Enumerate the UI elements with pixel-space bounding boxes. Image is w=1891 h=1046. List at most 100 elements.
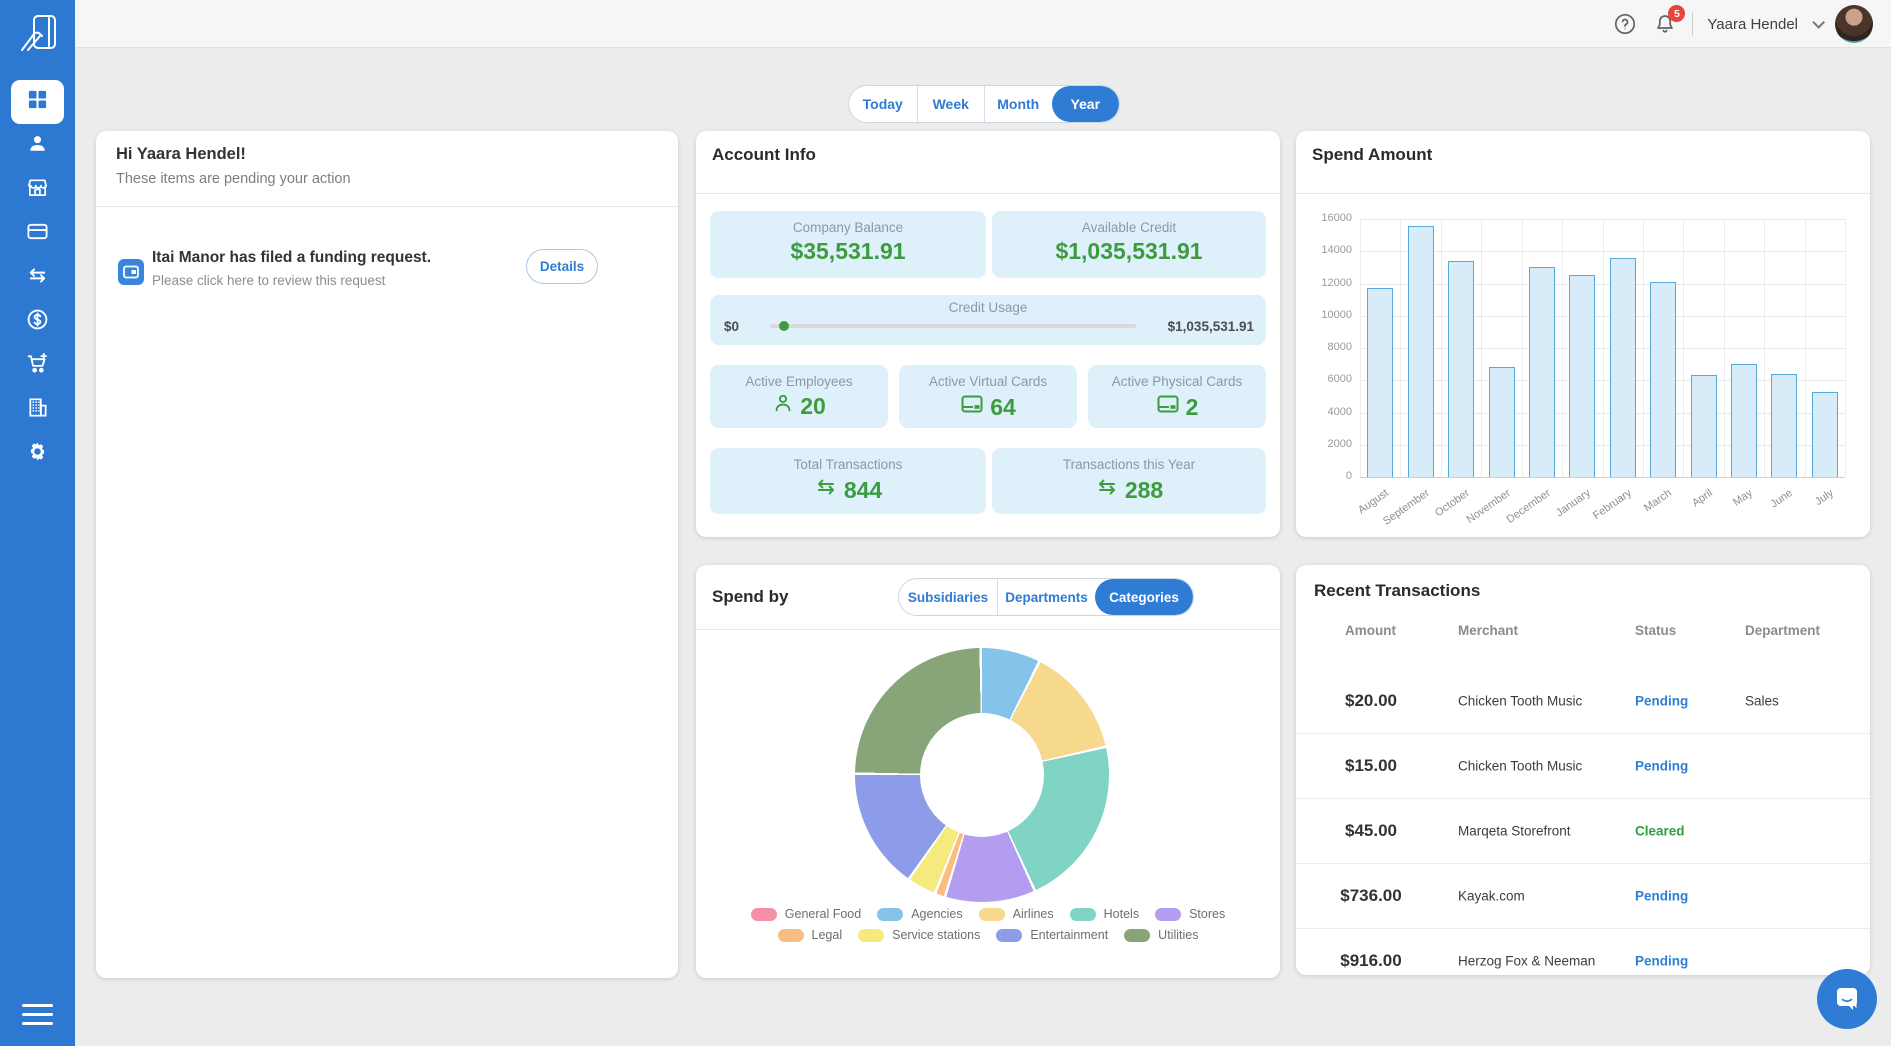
table-row[interactable]: $20.00 Chicken Tooth Music Pending Sales xyxy=(1296,669,1870,734)
pending-item-title: Itai Manor has filed a funding request. xyxy=(152,249,432,266)
sidebar-item-dollar[interactable] xyxy=(0,300,75,344)
y-tick: 2000 xyxy=(1327,437,1352,450)
table-row[interactable]: $916.00 Herzog Fox & Neeman Pending xyxy=(1296,929,1870,975)
bell-icon[interactable]: 5 xyxy=(1652,5,1686,37)
chat-button[interactable] xyxy=(1817,969,1877,1029)
transfer-arrows-icon xyxy=(814,475,838,505)
cell-merchant: Marqeta Storefront xyxy=(1458,823,1571,839)
x-tick: July xyxy=(1812,487,1836,509)
sidebar-item-building[interactable] xyxy=(0,388,75,432)
legend-utilities[interactable]: Utilities xyxy=(1124,928,1198,942)
bar-chart: 16000 14000 12000 10000 8000 6000 4000 2000 0 Aug… xyxy=(1321,212,1846,528)
y-tick: 4000 xyxy=(1327,405,1352,418)
sidebar-item-store[interactable] xyxy=(0,168,75,212)
pending-item-subtitle[interactable]: Please click here to review this request xyxy=(152,273,386,288)
sidebar-item-credit-card[interactable] xyxy=(0,212,75,256)
help-icon[interactable] xyxy=(1612,11,1638,37)
stat-company-balance: Company Balance $35,531.91 xyxy=(710,211,986,278)
account-info-title: Account Info xyxy=(712,145,816,164)
spend-by-tabs: Subsidiaries Departments Categories xyxy=(898,578,1194,616)
person-icon xyxy=(26,132,49,160)
tab-month[interactable]: Month xyxy=(984,86,1052,122)
cell-amount: $20.00 xyxy=(1345,691,1397,710)
credit-usage-max: $1,035,531.91 xyxy=(1167,319,1254,334)
bar-august xyxy=(1367,288,1394,477)
legend-legal[interactable]: Legal xyxy=(777,928,842,942)
legend-swatch xyxy=(777,928,804,942)
period-tabs: Today Week Month Year xyxy=(848,85,1120,123)
tab-today[interactable]: Today xyxy=(862,96,903,112)
chevron-down-icon[interactable] xyxy=(1812,15,1825,29)
dashboard-grid-icon xyxy=(26,88,49,116)
legend-hotels[interactable]: Hotels xyxy=(1069,907,1139,921)
hand-card-logo[interactable] xyxy=(14,10,62,58)
topbar-divider xyxy=(1692,12,1694,36)
legend-service-stations[interactable]: Service stations xyxy=(858,928,980,942)
legend-swatch xyxy=(1124,928,1151,942)
cell-amount: $45.00 xyxy=(1345,821,1397,840)
legend-swatch xyxy=(1155,907,1182,921)
spendby-tab-subsidiaries[interactable]: Subsidiaries xyxy=(907,589,989,605)
bar-december xyxy=(1528,267,1555,477)
bar-february xyxy=(1609,257,1636,477)
sidebar-item-dashboard-grid[interactable] xyxy=(0,80,75,124)
col-merchant: Merchant xyxy=(1458,623,1519,638)
card-icon xyxy=(1156,392,1180,422)
tab-year[interactable]: Year xyxy=(1051,86,1119,122)
legend-swatch xyxy=(978,907,1005,921)
sidebar-item-person[interactable] xyxy=(0,124,75,168)
gear-icon xyxy=(26,440,49,468)
slider-handle[interactable] xyxy=(779,321,790,331)
cart-plus-icon xyxy=(26,352,49,380)
legend-swatch xyxy=(996,928,1023,942)
transfer-arrows-icon xyxy=(1095,475,1119,505)
legend-swatch xyxy=(877,907,904,921)
store-icon xyxy=(26,176,49,204)
legend-airlines[interactable]: Airlines xyxy=(978,907,1054,921)
sidebar-nav xyxy=(0,80,75,476)
legend-agencies[interactable]: Agencies xyxy=(877,907,963,921)
spendby-tab-departments[interactable]: Departments xyxy=(997,579,1095,615)
transactions-title: Recent Transactions xyxy=(1314,581,1481,600)
account-info-card: Account Info Company Balance $35,531.91 A… xyxy=(696,131,1280,537)
table-row[interactable]: $15.00 Chicken Tooth Music Pending xyxy=(1296,734,1870,799)
cell-amount: $15.00 xyxy=(1345,756,1397,775)
greeting-subtitle: These items are pending your action xyxy=(116,171,351,187)
credit-usage-slider[interactable] xyxy=(770,321,1136,331)
legend-general-food[interactable]: General Food xyxy=(750,907,861,921)
stat-available-credit: Available Credit $1,035,531.91 xyxy=(992,211,1266,278)
y-tick: 6000 xyxy=(1327,373,1352,386)
spend-by-card: Spend by Subsidiaries Departments Categori… xyxy=(696,565,1280,978)
table-row[interactable]: $736.00 Kayak.com Pending xyxy=(1296,864,1870,929)
greeting: Hi Yaara Hendel! xyxy=(116,145,246,163)
cell-amount: $736.00 xyxy=(1340,886,1402,905)
col-status: Status xyxy=(1635,623,1677,638)
details-button[interactable]: Details xyxy=(526,249,598,284)
sidebar-item-cart-plus[interactable] xyxy=(0,344,75,388)
bar-june xyxy=(1771,373,1798,477)
sidebar-item-gear[interactable] xyxy=(0,432,75,476)
col-department: Department xyxy=(1745,623,1821,638)
menu-icon[interactable] xyxy=(22,1004,53,1031)
bar-march xyxy=(1650,281,1677,477)
status-badge: Pending xyxy=(1635,758,1689,774)
legend-stores[interactable]: Stores xyxy=(1155,907,1225,921)
spend-amount-card: Spend Amount 16000 14000 12000 10000 8000 600… xyxy=(1296,131,1870,537)
sidebar-item-transfer-arrows[interactable] xyxy=(0,256,75,300)
tab-week[interactable]: Week xyxy=(916,86,985,122)
bar-january xyxy=(1569,275,1596,477)
y-tick: 12000 xyxy=(1321,276,1352,289)
stat-active-employees: Active Employees 20 xyxy=(710,365,888,428)
cell-merchant: Kayak.com xyxy=(1458,888,1525,904)
spendby-tab-categories[interactable]: Categories xyxy=(1095,579,1193,615)
status-badge: Pending xyxy=(1635,888,1689,904)
y-tick: 8000 xyxy=(1327,341,1352,353)
y-tick: 16000 xyxy=(1321,212,1352,224)
user-name[interactable]: Yaara Hendel xyxy=(1707,15,1798,33)
cell-merchant: Chicken Tooth Music xyxy=(1458,693,1583,709)
avatar[interactable] xyxy=(1835,5,1873,43)
table-row[interactable]: $45.00 Marqeta Storefront Cleared xyxy=(1296,799,1870,864)
status-badge: Pending xyxy=(1635,693,1689,709)
legend-entertainment[interactable]: Entertainment xyxy=(996,928,1108,942)
notification-badge: 5 xyxy=(1668,5,1686,22)
